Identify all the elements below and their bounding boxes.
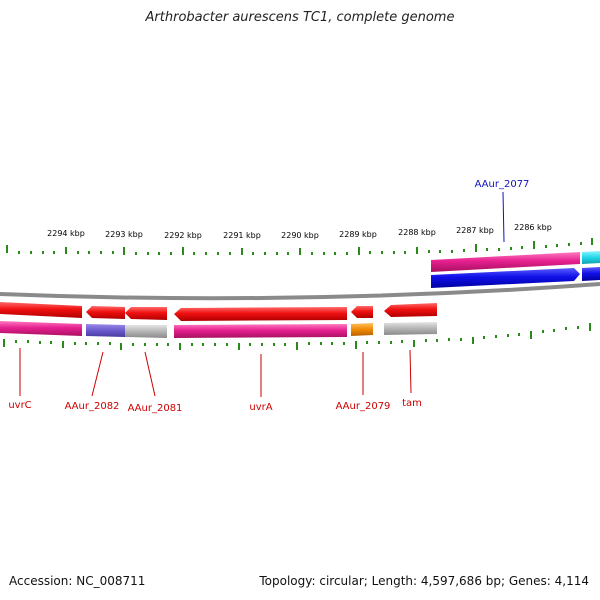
- gene-tam[interactable]: [384, 303, 437, 317]
- scale-label: 2287 kbp: [456, 226, 494, 235]
- scale-label: 2294 kbp: [47, 229, 85, 238]
- scale-label: 2292 kbp: [164, 231, 202, 240]
- gene-label-uvrc[interactable]: uvrC: [8, 400, 31, 411]
- gene-forward-next[interactable]: [582, 267, 600, 281]
- gene-labels: uvrC AAur_2082 AAur_2081 uvrA AAur_2079 …: [8, 179, 529, 414]
- genome-summary: Topology: circular; Length: 4,597,686 bp…: [259, 574, 589, 588]
- lower-tick-row: [3, 323, 591, 350]
- gene-aaur-2082[interactable]: [86, 306, 125, 319]
- cds-feature-orange: [351, 323, 373, 336]
- gene-aaur-2079[interactable]: [351, 306, 373, 318]
- scale-label: 2293 kbp: [105, 230, 143, 239]
- genome-backbone: [0, 282, 600, 301]
- cds-feature-pink: [174, 324, 347, 338]
- gene-aaur-2077[interactable]: [431, 268, 580, 288]
- gene-label-tam[interactable]: tam: [402, 398, 422, 409]
- gene-uvra[interactable]: [174, 307, 347, 321]
- scale-label: 2291 kbp: [223, 231, 261, 240]
- gene-label-aaur-2082[interactable]: AAur_2082: [65, 401, 120, 412]
- gene-aaur-2081[interactable]: [125, 307, 167, 320]
- scale-label: 2286 kbp: [514, 223, 552, 232]
- upper-tick-row: [6, 238, 593, 255]
- gene-label-aaur-2079[interactable]: AAur_2079: [336, 401, 391, 412]
- scale-label: 2288 kbp: [398, 228, 436, 237]
- gene-label-aaur-2077[interactable]: AAur_2077: [475, 179, 530, 190]
- gene-label-aaur-2081[interactable]: AAur_2081: [128, 403, 183, 414]
- scale-labels: 2294 kbp 2293 kbp 2292 kbp 2291 kbp 2290…: [47, 223, 552, 240]
- cds-feature-purple: [86, 324, 125, 337]
- cds-feature-pink: [0, 321, 82, 336]
- scale-label: 2289 kbp: [339, 230, 377, 239]
- gene-label-uvra[interactable]: uvrA: [249, 402, 272, 413]
- gene-uvrc[interactable]: [0, 302, 82, 318]
- cds-feature-forward-cyan: [582, 251, 600, 264]
- cds-feature-gray: [384, 322, 437, 335]
- map-title: Arthrobacter aurescens TC1, complete gen…: [145, 10, 455, 25]
- scale-label: 2290 kbp: [281, 231, 319, 240]
- accession-label: Accession: NC_008711: [9, 574, 146, 588]
- cds-feature-forward-pink: [431, 252, 580, 272]
- cds-feature-gray: [125, 325, 167, 338]
